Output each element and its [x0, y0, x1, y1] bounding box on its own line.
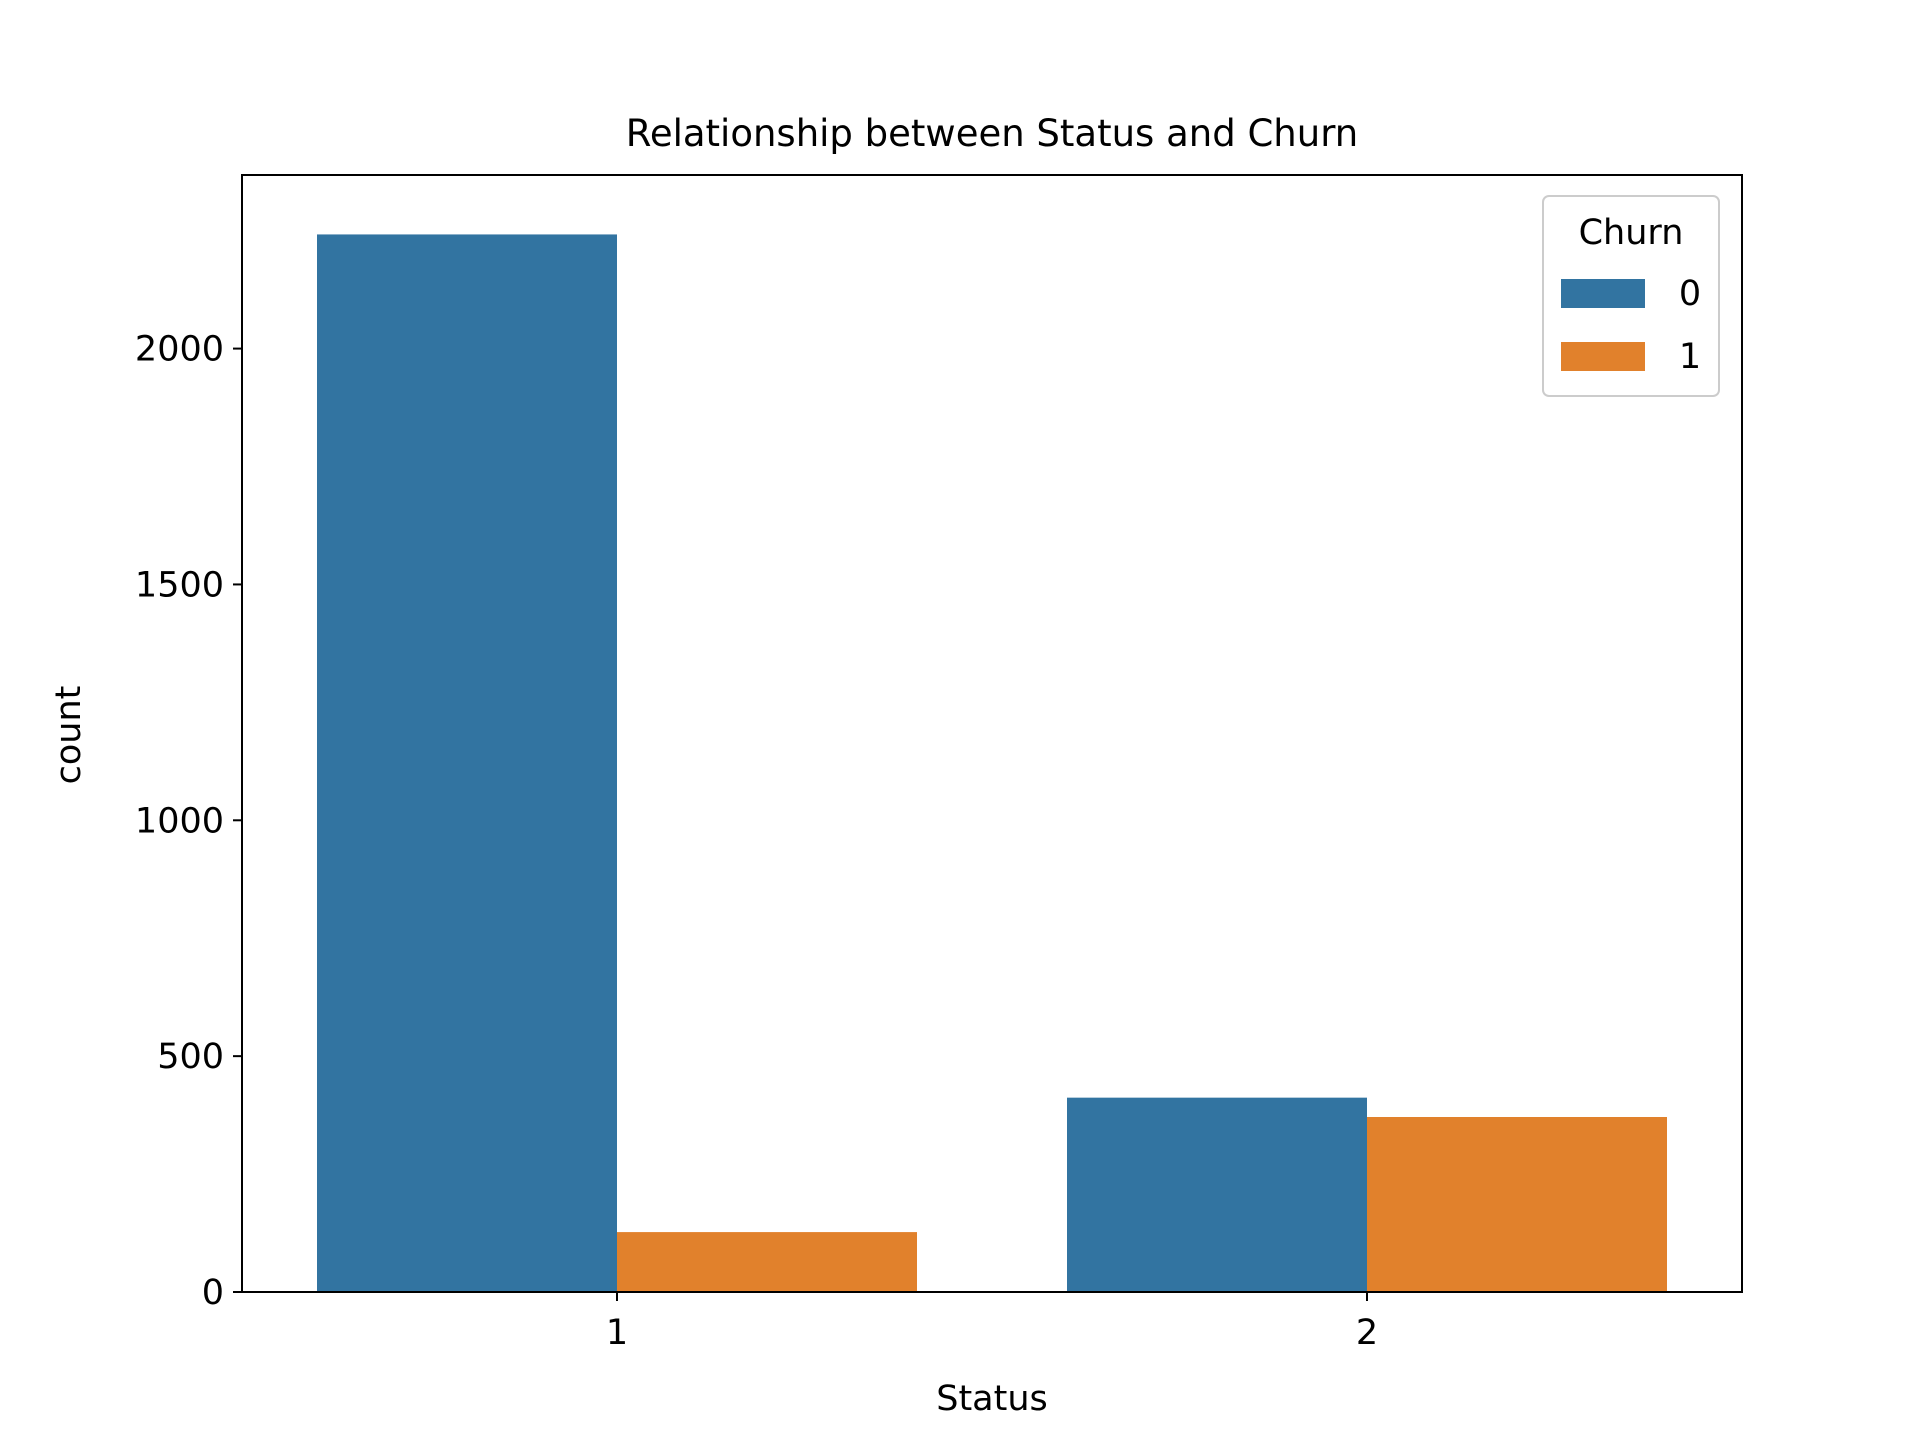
x-tick-label: 1 — [606, 1313, 628, 1353]
y-axis-label: count — [49, 686, 89, 785]
y-tick-label: 2000 — [135, 330, 224, 370]
y-tick-label: 0 — [202, 1273, 224, 1313]
legend: Churn 01 — [1542, 195, 1720, 397]
x-tick-label: 2 — [1356, 1313, 1378, 1353]
legend-swatch-1 — [1561, 342, 1645, 371]
bars — [317, 234, 1667, 1293]
y-axis: 0 500 1000 1500 2000 — [135, 330, 242, 1313]
legend-entries: 01 — [1561, 274, 1701, 377]
legend-label-1: 1 — [1679, 337, 1701, 377]
legend-swatch-0 — [1561, 279, 1645, 308]
x-axis-label: Status — [936, 1379, 1048, 1419]
chart-title: Relationship between Status and Churn — [626, 112, 1358, 155]
legend-title: Churn — [1579, 213, 1684, 253]
bar-status-2-churn-0 — [1067, 1097, 1367, 1292]
bar-status-1-churn-1 — [617, 1232, 917, 1292]
legend-label-0: 0 — [1679, 274, 1701, 314]
y-tick-label: 1500 — [135, 565, 224, 605]
bar-status-1-churn-0 — [317, 234, 617, 1293]
plot-frame — [241, 174, 1743, 1293]
y-tick-label: 1000 — [135, 801, 224, 841]
y-tick-label: 500 — [157, 1037, 224, 1077]
bar-status-2-churn-1 — [1367, 1116, 1667, 1292]
